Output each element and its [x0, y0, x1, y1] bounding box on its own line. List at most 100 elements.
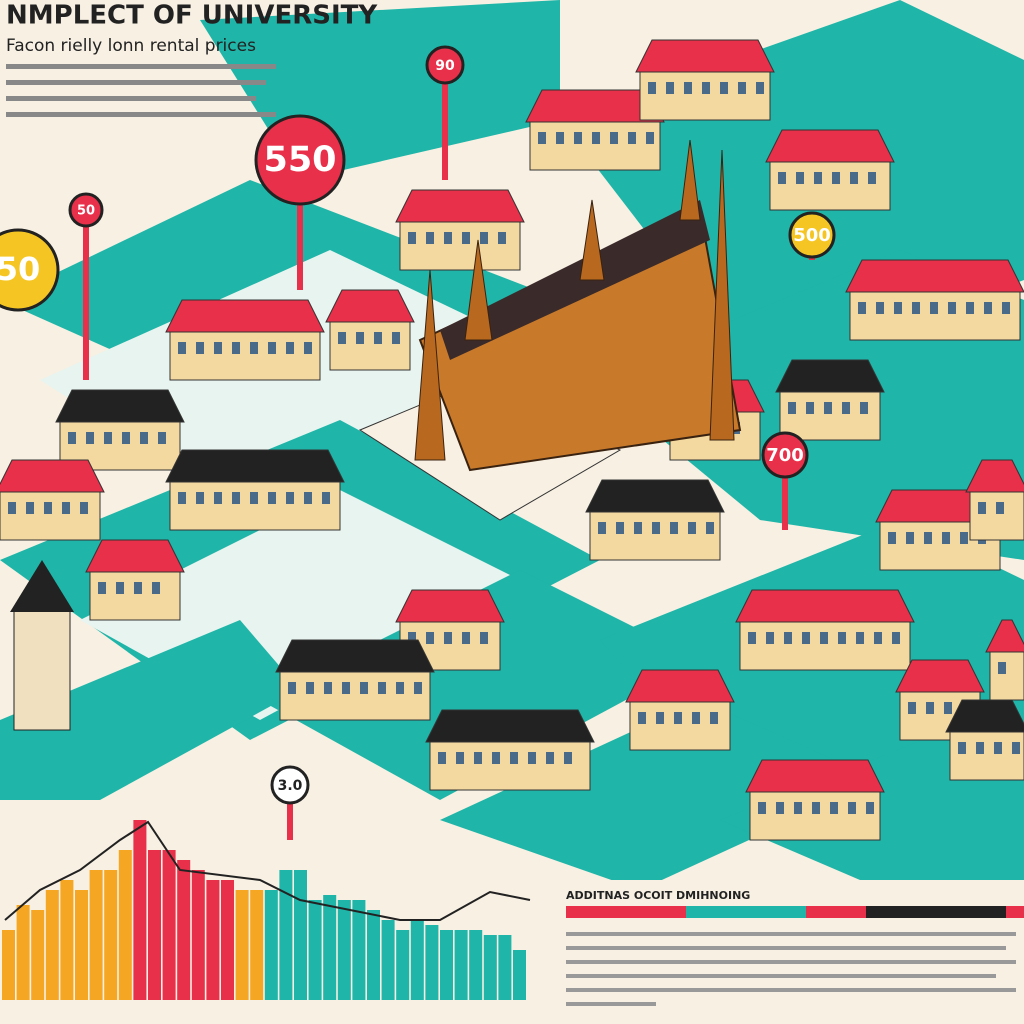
- text-line: [566, 960, 1016, 964]
- window: [860, 402, 868, 414]
- block: [260, 570, 700, 800]
- bar: [367, 910, 380, 1000]
- window: [374, 332, 382, 344]
- panel-title: ADDITNAS OCOIT DMIHNOING: [566, 889, 750, 902]
- window: [814, 172, 822, 184]
- house-wall: [279, 669, 431, 721]
- window: [876, 302, 884, 314]
- window: [748, 632, 756, 644]
- house-wall: [429, 739, 591, 791]
- house-roof: [165, 299, 325, 333]
- panel-bar: [566, 906, 686, 918]
- window: [838, 632, 846, 644]
- bar: [323, 895, 337, 1000]
- window: [140, 432, 148, 444]
- bar: [513, 950, 526, 1000]
- text-line: [6, 112, 276, 117]
- house-wall: [639, 69, 771, 121]
- window: [806, 402, 814, 414]
- text-line: [566, 988, 1016, 992]
- house-roof: [425, 709, 595, 743]
- house-roof: [165, 449, 345, 483]
- pin-head: [68, 192, 104, 228]
- house: [985, 619, 1024, 701]
- house: [845, 259, 1024, 341]
- bar: [337, 900, 351, 1000]
- text-line: [566, 932, 1016, 936]
- spire: [579, 199, 605, 281]
- bar: [31, 910, 45, 1000]
- window: [178, 492, 186, 504]
- window: [842, 402, 850, 414]
- house-wall: [629, 699, 731, 751]
- spire: [414, 269, 446, 461]
- window: [666, 82, 674, 94]
- pin-label: 50: [77, 204, 95, 219]
- house: [55, 389, 185, 471]
- info-panel: ADDITNAS OCOIT DMIHNOING: [550, 880, 1024, 1024]
- spire: [709, 149, 735, 441]
- window: [646, 132, 654, 144]
- window: [788, 402, 796, 414]
- bar: [483, 935, 497, 1000]
- window: [924, 532, 932, 544]
- bar: [162, 850, 176, 1000]
- house: [165, 449, 345, 531]
- panel-bar: [806, 906, 866, 918]
- window: [656, 712, 664, 724]
- window: [720, 82, 728, 94]
- window: [856, 632, 864, 644]
- window: [756, 82, 764, 94]
- window: [702, 82, 710, 94]
- window: [638, 712, 646, 724]
- house-wall: [589, 509, 721, 561]
- window: [414, 682, 422, 694]
- bar: [454, 930, 468, 1000]
- window: [68, 432, 76, 444]
- window: [634, 522, 642, 534]
- window: [894, 302, 902, 314]
- window: [908, 702, 916, 714]
- bar: [308, 900, 322, 1000]
- bar: [235, 890, 249, 1000]
- window: [906, 532, 914, 544]
- window: [652, 522, 660, 534]
- window: [688, 522, 696, 534]
- pin-head: [425, 45, 465, 85]
- window: [1002, 302, 1010, 314]
- houses: [0, 39, 1024, 841]
- window: [538, 132, 546, 144]
- house-roof: [735, 589, 915, 623]
- bar: [264, 890, 278, 1000]
- bar: [440, 930, 453, 1000]
- house: [625, 669, 735, 751]
- pin-head: [254, 114, 346, 206]
- window: [832, 172, 840, 184]
- window: [912, 302, 920, 314]
- title: NMPLECT OF UNIVERSITY: [6, 1, 378, 31]
- window: [778, 172, 786, 184]
- house: [945, 699, 1024, 781]
- window: [978, 502, 986, 514]
- window: [342, 682, 350, 694]
- window: [858, 302, 866, 314]
- window: [528, 752, 536, 764]
- pin-head: [761, 431, 809, 479]
- window: [214, 342, 222, 354]
- window: [888, 532, 896, 544]
- tower-body: [13, 609, 71, 731]
- bar: [498, 935, 512, 1000]
- window: [996, 502, 1004, 514]
- window: [984, 302, 992, 314]
- bar: [191, 870, 205, 1000]
- window: [338, 332, 346, 344]
- window: [356, 332, 364, 344]
- house-roof: [985, 619, 1024, 653]
- window: [866, 802, 874, 814]
- window: [820, 632, 828, 644]
- bar-chart: [2, 820, 526, 1000]
- bar: [279, 870, 293, 1000]
- window: [232, 342, 240, 354]
- spire: [464, 239, 493, 341]
